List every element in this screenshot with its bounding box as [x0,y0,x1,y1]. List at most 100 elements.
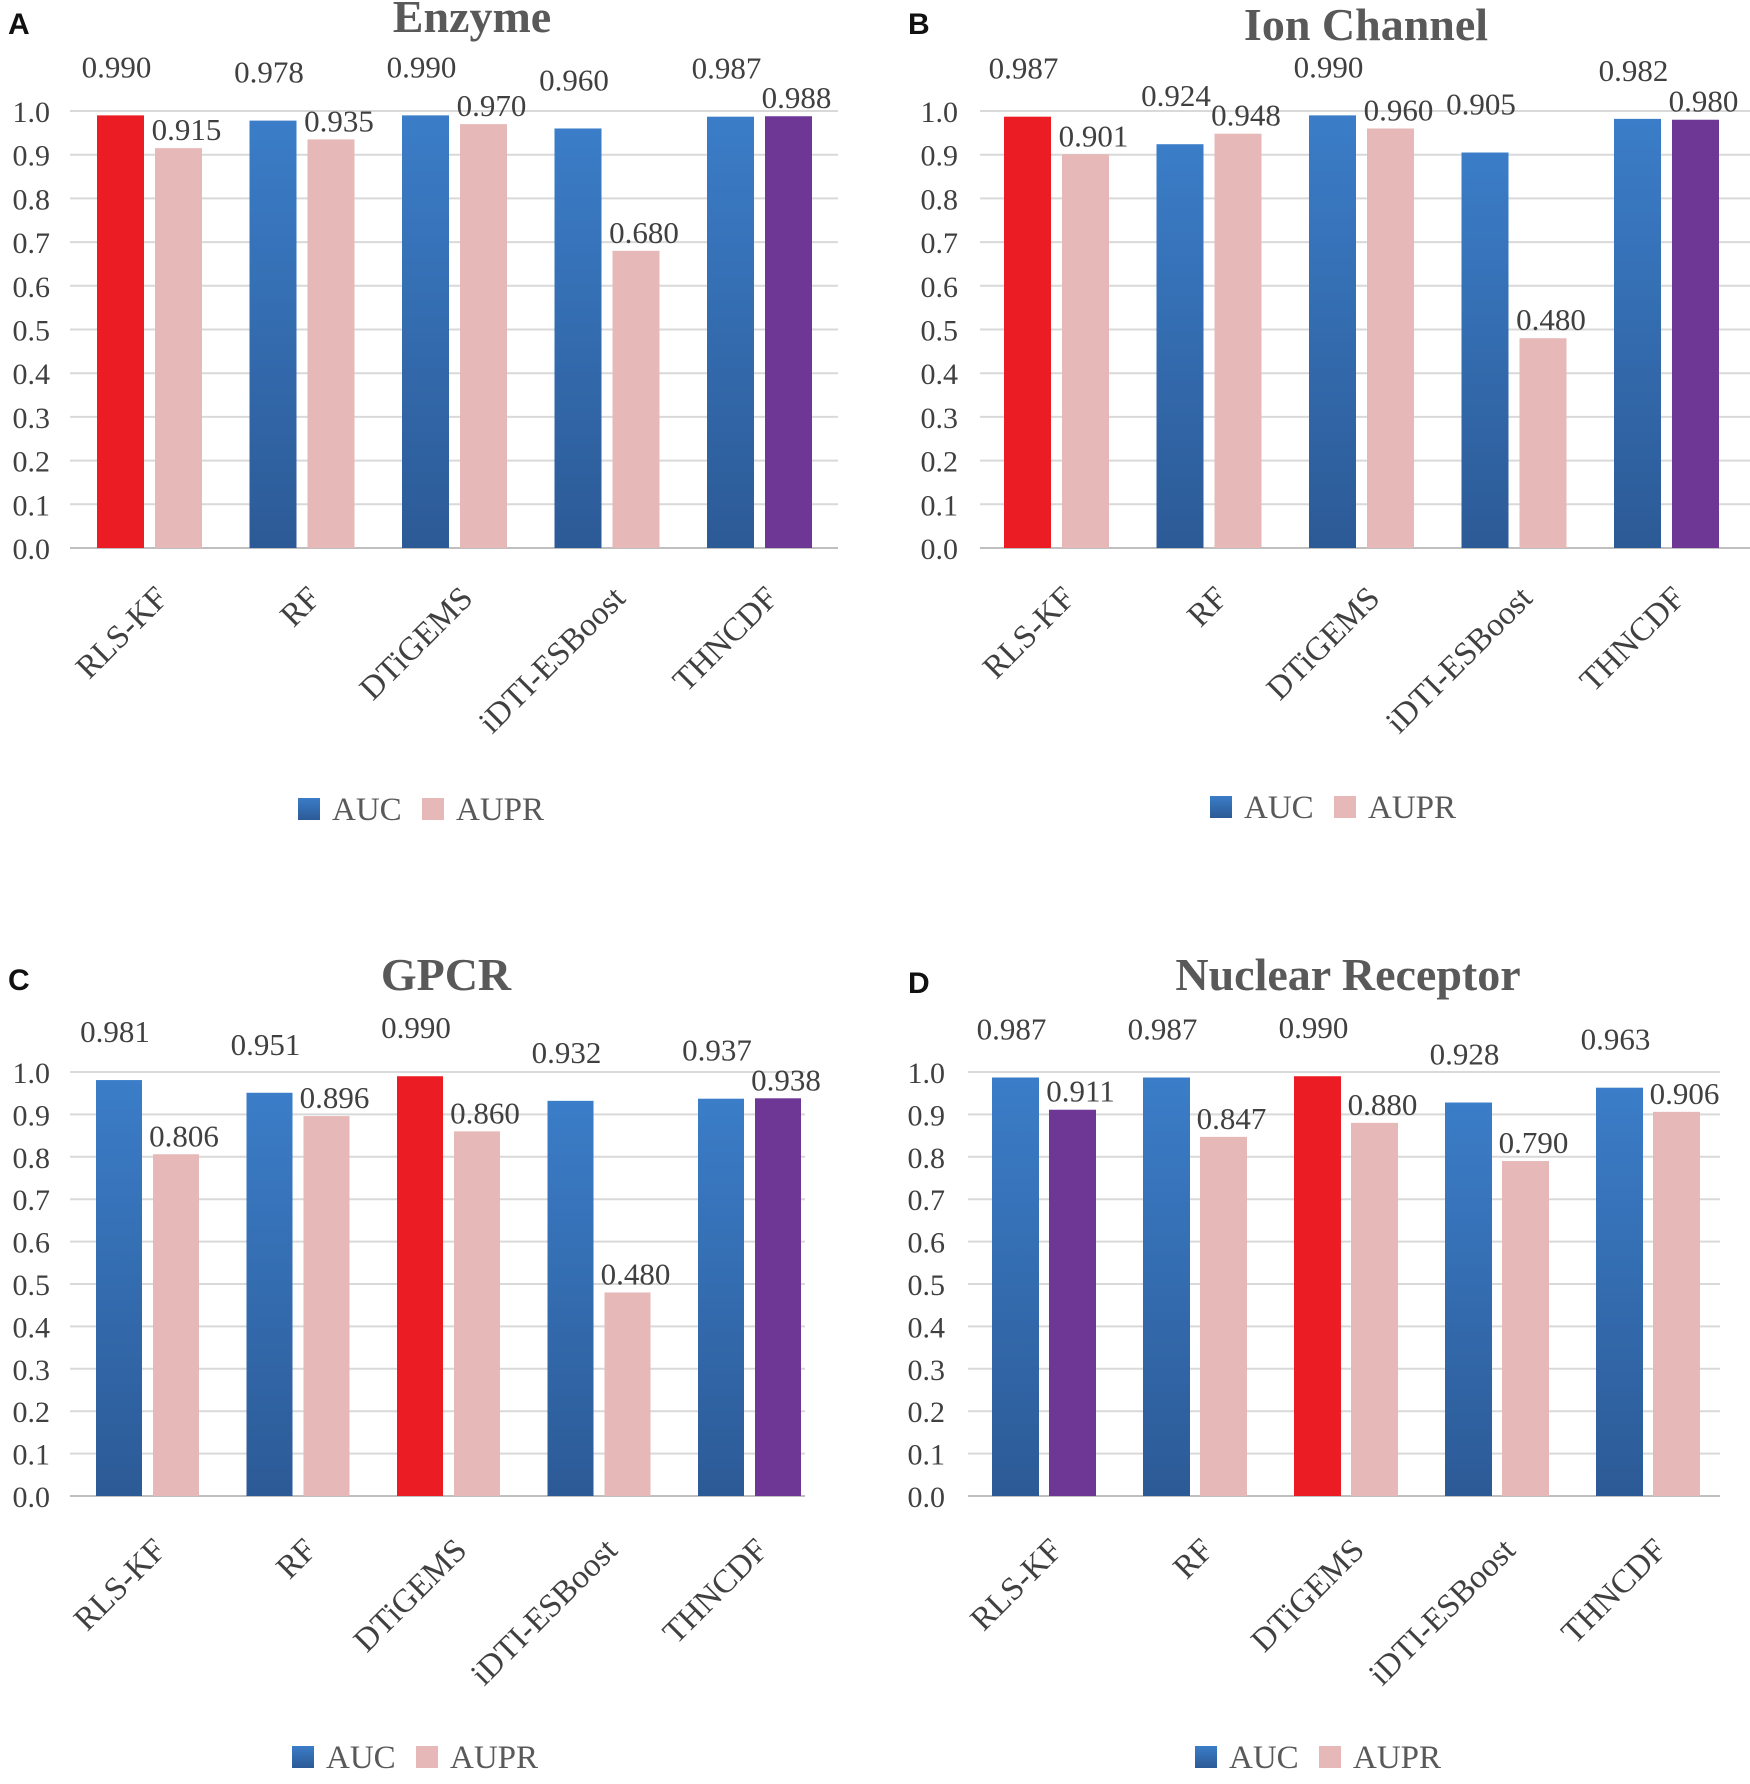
y-tick-label: 0.3 [921,402,959,435]
legend-swatch-auc [292,1746,314,1768]
bar-aupr-rls-kf [155,148,202,548]
legend-label-aupr: AUPR [1353,1740,1441,1776]
bar-aupr-idti-esboost [612,250,660,548]
y-tick-label: 0.0 [921,533,959,566]
y-tick-label: 0.7 [908,1184,946,1217]
data-label-auc: 0.987 [977,1012,1047,1047]
chart-panel-b: B Ion Channel 0.0 0.1 0.2 0.3 0.4 0.5 0.6 0.7 0.8 0… [908,0,1750,826]
data-label-auc: 0.990 [82,49,152,84]
data-label-aupr: 0.935 [304,103,374,138]
data-label-aupr: 0.880 [1348,1087,1418,1122]
category-label: DTiGEMS [347,1532,474,1659]
y-tick-label: 0.9 [13,1099,51,1132]
bar-aupr-thncdf [755,1098,801,1496]
legend-label-auc: AUC [332,792,402,828]
bar-auc-rls-kf [992,1077,1039,1496]
category-label: RLS-KF [964,1532,1070,1638]
y-tick-label: 0.9 [13,140,51,173]
data-label-aupr: 0.480 [1516,302,1586,337]
data-label-auc: 0.990 [1294,49,1364,84]
legend-label-auc: AUC [1229,1740,1299,1776]
y-tick-label: 1.0 [13,1057,51,1090]
y-tick-label: 0.9 [908,1099,946,1132]
y-tick-label: 0.4 [921,358,959,391]
bar-aupr-rls-kf [1062,154,1109,548]
legend-label-auc: AUC [1244,790,1314,826]
y-tick-label: 0.1 [921,489,959,522]
bar-aupr-dtigems [1351,1122,1398,1496]
panel-letter: A [8,8,30,41]
bar-auc-rf [1156,144,1204,548]
data-label-aupr: 0.988 [762,80,832,115]
y-tick-label: 0.9 [921,140,959,173]
category-label: RLS-KF [976,580,1082,686]
data-label-auc: 0.937 [682,1033,752,1068]
data-label-aupr: 0.938 [751,1062,821,1097]
bar-auc-rf [246,1092,293,1496]
y-tick-label: 0.8 [13,1142,51,1175]
category-label: THNCDF [666,580,785,699]
bar-auc-idti-esboost [547,1100,594,1496]
data-label-aupr: 0.896 [300,1080,370,1115]
data-label-auc: 0.987 [1128,1012,1198,1047]
data-label-aupr: 0.480 [601,1256,671,1291]
data-label-auc: 0.987 [989,51,1059,86]
category-label: DTiGEMS [1245,1532,1372,1659]
y-tick-label: 0.2 [13,446,51,479]
legend-label-auc: AUC [326,1740,396,1776]
bar-auc-idti-esboost [1445,1102,1492,1496]
bar-auc-rls-kf [96,1080,142,1496]
y-tick-label: 0.5 [921,315,959,348]
y-tick-label: 0.7 [13,227,51,260]
data-label-aupr: 0.860 [450,1095,520,1130]
y-tick-label: 0.7 [921,227,959,260]
category-label: DTiGEMS [1260,580,1387,707]
data-label-auc: 0.905 [1446,87,1516,122]
bar-aupr-thncdf [1653,1111,1700,1496]
chart-title: Nuclear Receptor [1175,949,1520,1000]
data-label-aupr: 0.847 [1197,1101,1267,1136]
data-label-auc: 0.981 [80,1014,150,1049]
panel-letter: C [8,964,30,997]
y-tick-label: 0.8 [908,1142,946,1175]
bar-aupr-idti-esboost [604,1292,651,1496]
y-tick-label: 1.0 [908,1057,946,1090]
legend-swatch-aupr [416,1746,438,1768]
bar-auc-thncdf [707,116,754,548]
y-tick-label: 0.2 [13,1396,51,1429]
bar-auc-idti-esboost [1461,152,1509,548]
chart-title: GPCR [381,949,512,1000]
bar-auc-thncdf [1596,1087,1643,1496]
data-label-aupr: 0.915 [152,112,222,147]
legend-label-aupr: AUPR [1368,790,1456,826]
bar-auc-dtigems [1294,1076,1341,1496]
y-tick-label: 1.0 [921,96,959,129]
chart-panel-c: C GPCR 0.0 0.1 0.2 0.3 0.4 0.5 0.6 0.7 0.8 0.9 1.0 0.… [8,949,821,1776]
data-label-aupr: 0.960 [1364,92,1434,127]
bar-aupr-rf [303,1116,350,1496]
data-label-aupr: 0.911 [1046,1074,1115,1109]
category-label: RF [1167,1532,1221,1586]
bar-aupr-rf [1214,133,1262,548]
y-tick-label: 0.0 [13,533,51,566]
y-tick-label: 0.8 [13,183,51,216]
bar-aupr-thncdf [1672,119,1719,549]
legend-label-aupr: AUPR [450,1740,538,1776]
bar-auc-dtigems [397,1076,443,1496]
category-label: RLS-KF [69,580,175,686]
y-tick-label: 0.5 [13,1269,51,1302]
data-label-auc: 0.978 [234,55,304,90]
data-label-aupr: 0.980 [1669,84,1739,119]
category-label: THNCDF [1573,580,1692,699]
y-tick-label: 0.3 [13,402,51,435]
bar-auc-thncdf [1614,118,1661,548]
y-tick-label: 0.6 [921,271,959,304]
bar-auc-dtigems [1309,115,1356,549]
bar-aupr-dtigems [1367,128,1414,549]
chart-panel-d: D Nuclear Receptor 0.0 0.1 0.2 0.3 0.4 0.5 0.6 0.… [908,949,1720,1776]
legend-label-aupr: AUPR [456,792,544,828]
data-label-aupr: 0.970 [457,88,527,123]
legend-swatch-auc [1210,796,1232,818]
y-tick-label: 0.5 [908,1269,946,1302]
